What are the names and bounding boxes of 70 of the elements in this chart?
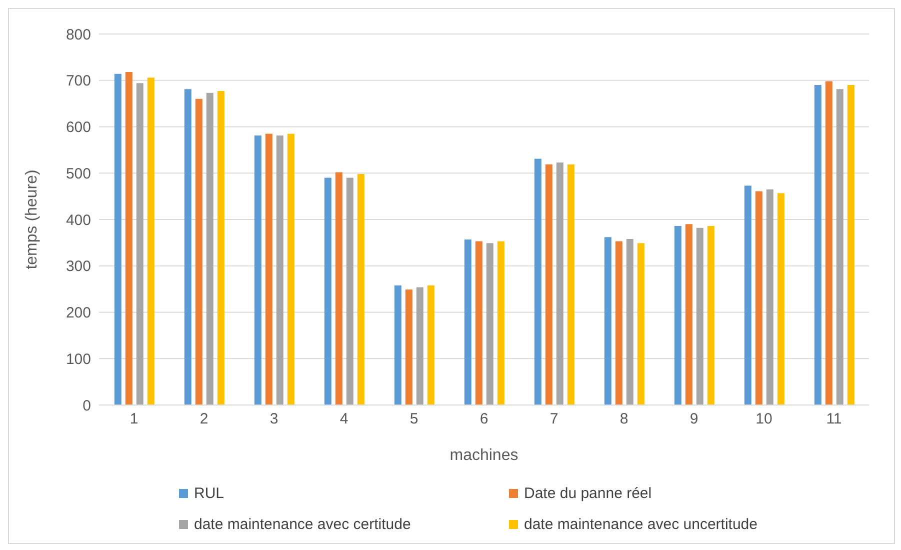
bar bbox=[626, 238, 634, 405]
bar bbox=[147, 78, 154, 405]
bar bbox=[685, 224, 692, 405]
bar bbox=[696, 228, 704, 405]
bar bbox=[427, 285, 434, 405]
bar bbox=[357, 174, 364, 405]
bar bbox=[545, 164, 552, 405]
x-tick-label: 6 bbox=[480, 410, 488, 428]
bar bbox=[814, 85, 822, 405]
bar bbox=[486, 243, 494, 405]
bar bbox=[674, 226, 682, 405]
bar bbox=[335, 172, 342, 405]
bar bbox=[287, 134, 294, 405]
x-tick-label: 10 bbox=[756, 410, 772, 428]
bar bbox=[556, 162, 564, 405]
bar bbox=[405, 290, 412, 405]
bar bbox=[136, 83, 144, 405]
bar bbox=[836, 89, 844, 405]
bar bbox=[567, 164, 574, 405]
bar bbox=[497, 241, 504, 405]
x-tick-label: 9 bbox=[690, 410, 698, 428]
bar bbox=[346, 178, 354, 405]
y-tick-label: 200 bbox=[66, 304, 91, 322]
x-tick-label: 2 bbox=[200, 410, 208, 428]
bar bbox=[534, 158, 542, 405]
bar bbox=[416, 287, 424, 405]
bar bbox=[475, 241, 482, 405]
bar bbox=[615, 241, 622, 405]
bar bbox=[777, 193, 784, 405]
legend-label: Date du panne réel bbox=[524, 485, 652, 502]
legend-label: RUL bbox=[194, 485, 224, 502]
bar bbox=[744, 186, 752, 405]
bar bbox=[125, 72, 132, 405]
bar bbox=[755, 191, 762, 405]
bar bbox=[324, 178, 332, 405]
y-axis-title: temps (heure) bbox=[24, 170, 41, 270]
bar bbox=[707, 226, 714, 405]
y-tick-label: 700 bbox=[66, 72, 91, 90]
bar bbox=[394, 285, 402, 405]
bar bbox=[265, 134, 272, 405]
bar bbox=[464, 239, 472, 405]
bar bbox=[114, 74, 122, 405]
legend-label: date maintenance avec certitude bbox=[194, 516, 411, 533]
bar bbox=[206, 92, 214, 405]
y-tick-label: 0 bbox=[82, 397, 91, 414]
bar bbox=[217, 91, 224, 405]
bar bbox=[254, 136, 262, 405]
x-tick-label: 11 bbox=[826, 410, 842, 428]
x-tick-label: 5 bbox=[410, 410, 418, 428]
y-tick-label: 500 bbox=[66, 165, 91, 182]
bar bbox=[276, 136, 284, 405]
legend-label: date maintenance avec uncertitude bbox=[524, 516, 758, 533]
x-tick-label: 7 bbox=[550, 410, 558, 428]
bar bbox=[766, 189, 774, 405]
bar bbox=[825, 81, 832, 405]
x-tick-label: 1 bbox=[130, 410, 138, 428]
y-tick-label: 600 bbox=[66, 119, 91, 136]
bar bbox=[637, 243, 644, 405]
y-tick-label: 300 bbox=[66, 258, 91, 276]
bar bbox=[195, 98, 202, 405]
bar bbox=[847, 85, 854, 405]
x-tick-label: 3 bbox=[270, 410, 278, 428]
y-tick-label: 800 bbox=[66, 26, 91, 44]
y-tick-label: 100 bbox=[66, 350, 91, 368]
x-tick-label: 4 bbox=[340, 410, 348, 428]
bar bbox=[184, 89, 192, 405]
x-tick-label: 8 bbox=[620, 410, 628, 428]
x-axis-title: machines bbox=[450, 447, 518, 464]
y-tick-label: 400 bbox=[66, 212, 91, 229]
bar bbox=[604, 237, 612, 405]
